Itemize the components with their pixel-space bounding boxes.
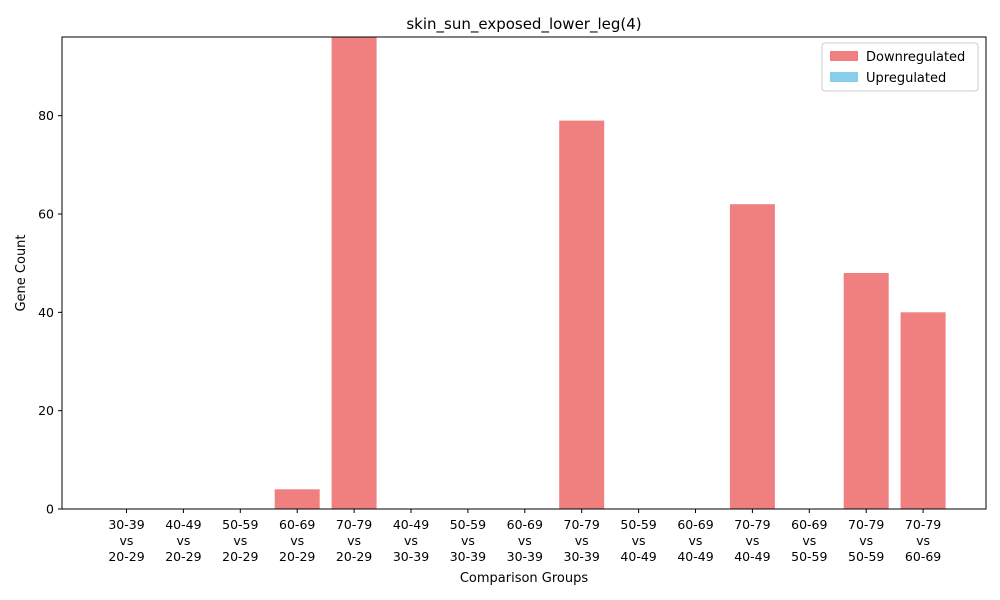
y-axis-label: Gene Count — [14, 234, 29, 311]
legend-swatch-downregulated — [830, 51, 858, 61]
x-tick-label: 60-69 vs 30-39 — [507, 517, 543, 564]
y-tick-label: 0 — [46, 502, 54, 517]
x-tick-label: 70-79 vs 50-59 — [848, 517, 884, 564]
bar-downregulated-14 — [843, 273, 889, 509]
x-tick-label: 40-49 vs 20-29 — [165, 517, 201, 564]
bars-layer — [274, 37, 946, 509]
y-tick-label: 80 — [38, 108, 54, 123]
x-tick-label: 60-69 vs 20-29 — [279, 517, 315, 564]
x-tick-label: 70-79 vs 60-69 — [905, 517, 941, 564]
y-tick-label: 20 — [38, 403, 54, 418]
x-tick-label: 70-79 vs 40-49 — [734, 517, 770, 564]
y-tick-label: 40 — [38, 305, 54, 320]
legend-label-downregulated: Downregulated — [866, 50, 965, 65]
x-tick-label: 60-69 vs 40-49 — [677, 517, 713, 564]
legend-box — [821, 42, 979, 92]
legend-label-upregulated: Upregulated — [866, 71, 946, 86]
x-tick-label: 40-49 vs 30-39 — [393, 517, 429, 564]
bar-downregulated-12 — [729, 204, 775, 509]
y-tick-label: 60 — [38, 207, 54, 222]
x-tick-label: 60-69 vs 50-59 — [791, 517, 827, 564]
x-axis: 30-39 vs 20-29 40-49 vs 20-29 50-59 vs 20-29 60-6… — [108, 509, 941, 564]
chart-title: skin_sun_exposed_lower_leg(4) — [406, 15, 641, 34]
x-axis-label: Comparison Groups — [460, 571, 589, 586]
x-tick-label: 50-59 vs 40-49 — [620, 517, 656, 564]
x-tick-label: 70-79 vs 30-39 — [564, 517, 600, 564]
legend: Downregulated Upregulated — [821, 42, 979, 92]
x-tick-label: 50-59 vs 20-29 — [222, 517, 258, 564]
bar-downregulated-9 — [559, 120, 605, 509]
x-tick-label: 70-79 vs 20-29 — [336, 517, 372, 564]
plot-area-frame — [61, 36, 987, 510]
y-axis: 0 20 40 60 80 — [38, 108, 62, 517]
bar-downregulated-5 — [331, 37, 377, 509]
x-tick-label: 50-59 vs 30-39 — [450, 517, 486, 564]
x-tick-label: 30-39 vs 20-29 — [108, 517, 144, 564]
bar-downregulated-4 — [274, 489, 320, 509]
bar-downregulated-15 — [900, 312, 946, 509]
legend-swatch-upregulated — [830, 72, 858, 82]
